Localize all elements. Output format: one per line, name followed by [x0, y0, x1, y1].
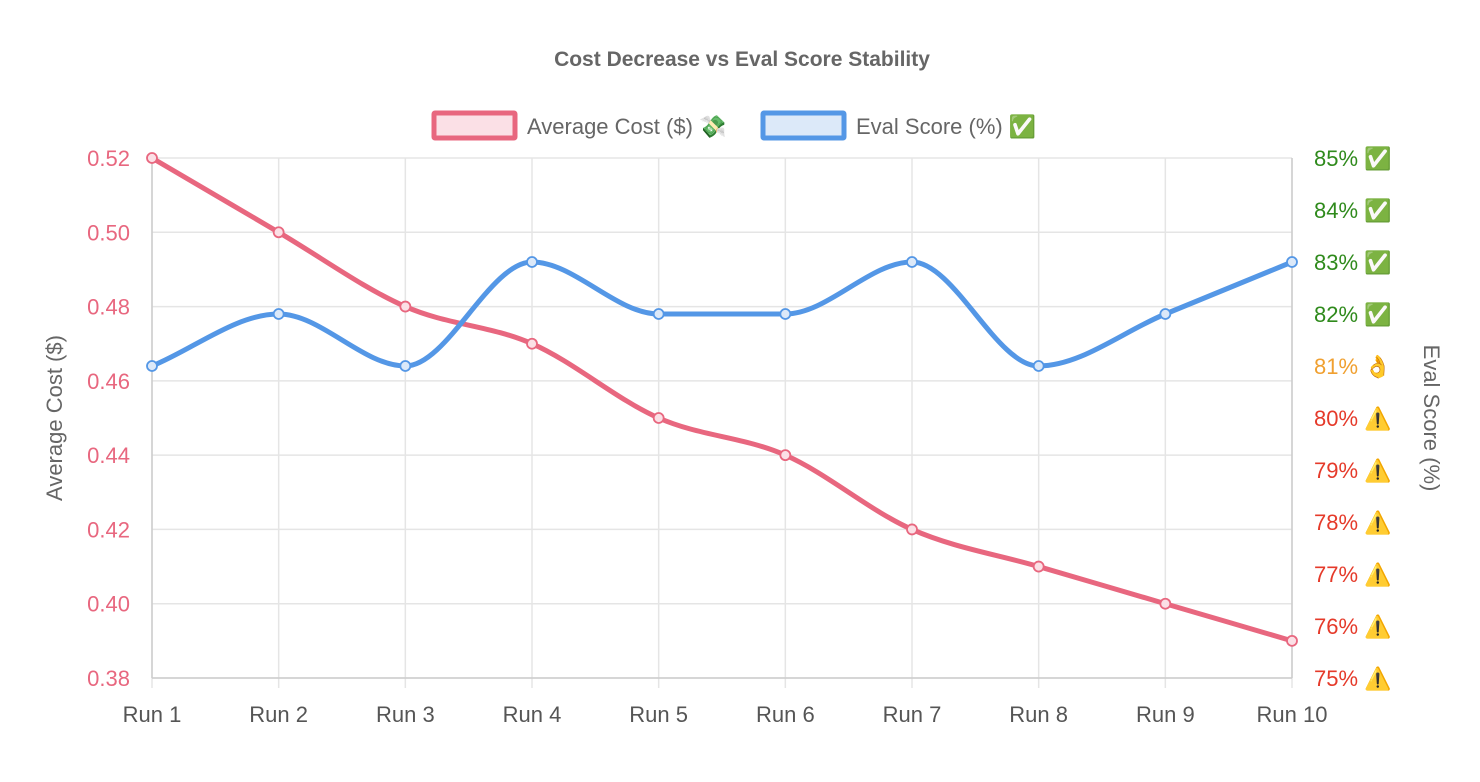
x-axis-tick-label: Run 5 [629, 702, 688, 727]
left-axis-tick-label: 0.40 [87, 592, 130, 617]
right-axis-tick-label: 82% ✅ [1314, 302, 1392, 327]
legend-label-cost: Average Cost ($) 💸 [527, 114, 726, 139]
left-axis-ticks: 0.52 0.50 0.48 0.46 0.44 0.42 0.40 0.38 [87, 146, 130, 691]
data-point-eval[interactable] [1159, 308, 1172, 320]
x-axis-tick-label: Run 8 [1009, 702, 1068, 727]
chart-title: Cost Decrease vs Eval Score Stability [554, 48, 930, 71]
right-axis-tick-label: 84% ✅ [1314, 198, 1392, 223]
legend-item-cost[interactable]: Average Cost ($) 💸 [431, 110, 726, 141]
series-line-cost [149, 155, 1295, 644]
grid-layer [151, 157, 1293, 688]
data-point-cost[interactable] [1159, 597, 1172, 610]
data-point-eval[interactable] [1032, 360, 1045, 372]
x-axis-tick-label: Run 9 [1136, 702, 1195, 727]
data-point-cost[interactable] [399, 300, 412, 313]
right-axis-tick-label: 79% ⚠️ [1314, 458, 1392, 483]
right-axis-tick-label: 80% ⚠️ [1314, 406, 1392, 431]
right-axis-tick-label: 85% ✅ [1314, 146, 1392, 171]
right-axis-tick-label: 83% ✅ [1314, 250, 1392, 275]
data-point-cost[interactable] [526, 337, 538, 350]
series-line-eval [149, 259, 1295, 369]
series-layer [146, 152, 1298, 647]
data-point-eval[interactable] [1286, 256, 1298, 268]
data-point-cost[interactable] [779, 449, 792, 462]
data-point-cost[interactable] [652, 412, 665, 424]
left-axis-tick-label: 0.48 [87, 295, 130, 320]
right-axis-tick-label: 75% ⚠️ [1314, 666, 1392, 691]
right-axis-tick-label: 81% 👌 [1314, 354, 1392, 379]
data-point-eval[interactable] [146, 360, 158, 372]
x-axis-tick-label: Run 6 [756, 702, 815, 727]
legend-item-eval[interactable]: Eval Score (%) ✅ [760, 110, 1036, 141]
left-axis-tick-label: 0.42 [87, 517, 130, 542]
legend: Average Cost ($) 💸 Eval Score (%) ✅ [431, 110, 1036, 141]
x-axis-ticks: Run 1 Run 2 Run 3 Run 4 Run 5 Run 6 Run 7 Run 8… [123, 702, 1328, 727]
right-axis-title: Eval Score (%) [1419, 345, 1444, 492]
left-axis-tick-label: 0.46 [87, 369, 130, 394]
right-axis-tick-label: 78% ⚠️ [1314, 510, 1392, 535]
data-point-cost[interactable] [1286, 634, 1298, 647]
left-axis-tick-label: 0.52 [87, 146, 130, 171]
right-axis-tick-label: 76% ⚠️ [1314, 614, 1392, 639]
right-axis-tick-label: 77% ⚠️ [1314, 562, 1392, 587]
data-point-eval[interactable] [652, 308, 665, 320]
left-axis-tick-label: 0.50 [87, 220, 130, 245]
right-axis-ticks: 85% ✅ 84% ✅ 83% ✅ 82% ✅ 81% 👌 80% ⚠️ 79% ⚠️ 78%… [1314, 146, 1392, 691]
data-point-cost[interactable] [1032, 560, 1045, 573]
x-axis-tick-label: Run 10 [1257, 702, 1328, 727]
data-point-cost[interactable] [906, 523, 918, 536]
x-axis-tick-label: Run 7 [883, 702, 942, 727]
left-axis-title: Average Cost ($) [42, 335, 67, 501]
data-point-cost[interactable] [272, 226, 285, 239]
x-axis-tick-label: Run 3 [376, 702, 435, 727]
x-axis-tick-label: Run 4 [503, 702, 562, 727]
x-axis-tick-label: Run 2 [249, 702, 308, 727]
left-axis-tick-label: 0.44 [87, 443, 130, 468]
legend-swatch-eval [760, 110, 847, 141]
legend-swatch-cost [431, 110, 518, 141]
data-point-eval[interactable] [272, 308, 285, 320]
data-point-eval[interactable] [399, 360, 412, 372]
data-point-cost[interactable] [146, 152, 158, 164]
data-point-eval[interactable] [779, 308, 792, 320]
data-point-eval[interactable] [906, 256, 918, 268]
legend-label-eval: Eval Score (%) ✅ [856, 114, 1036, 139]
x-axis-tick-label: Run 1 [123, 702, 182, 727]
data-point-eval[interactable] [526, 256, 538, 268]
left-axis-tick-label: 0.38 [87, 666, 130, 691]
